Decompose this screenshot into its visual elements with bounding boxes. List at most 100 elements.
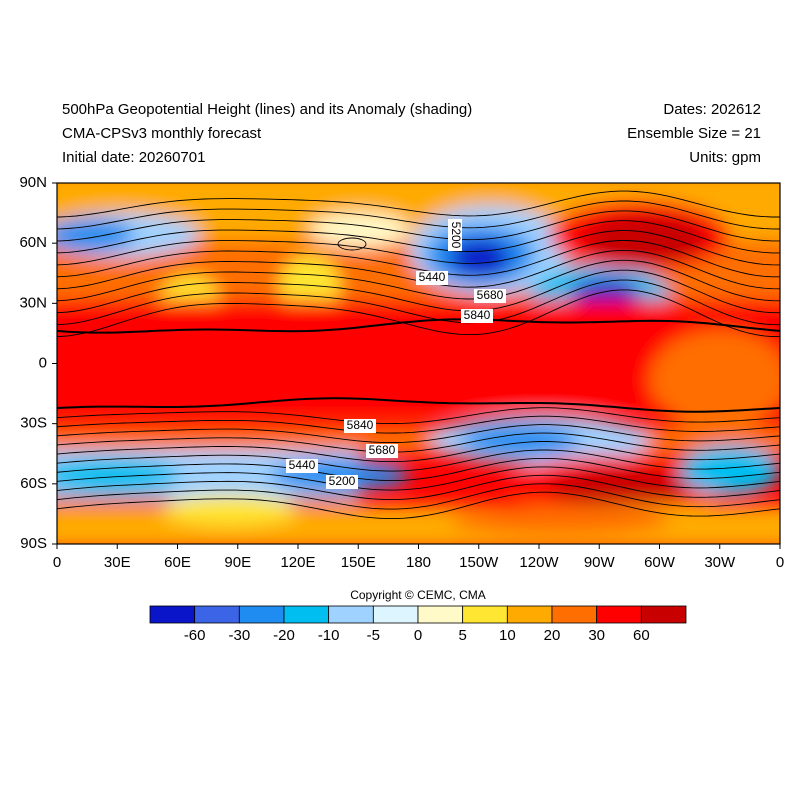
- contour: [57, 424, 780, 444]
- title-right: Units: gpm: [689, 149, 761, 166]
- colorbar-label: 5: [458, 627, 466, 644]
- contour: [57, 279, 780, 326]
- contour: [57, 289, 780, 338]
- contour: [57, 397, 780, 413]
- colorbar-swatch: [372, 605, 419, 624]
- labels: 500hPa Geopotential Height (lines) and i…: [19, 101, 784, 644]
- contour: [57, 483, 780, 510]
- contour-label: 5440: [419, 270, 446, 284]
- contour-label-group: 5440: [286, 458, 318, 473]
- contour-label-bg: [461, 309, 493, 323]
- contour: [57, 432, 780, 453]
- title-left: Initial date: 20260701: [62, 149, 205, 166]
- contour: [57, 318, 780, 334]
- contour-label: 5440: [289, 458, 316, 472]
- lat-label: 30N: [19, 294, 47, 311]
- contour-label-group: 5680: [474, 288, 506, 303]
- title-left: 500hPa Geopotential Height (lines) and i…: [62, 101, 472, 118]
- colorbar-swatch: [506, 605, 553, 624]
- lat-label: 90N: [19, 174, 47, 191]
- colorbar-swatch: [551, 605, 598, 624]
- contour-label-group: 5440: [416, 270, 448, 285]
- contour-label-bg: [286, 459, 318, 473]
- colorbar-label: 20: [544, 627, 561, 644]
- lon-label: 90W: [584, 554, 616, 571]
- contour: [57, 466, 780, 491]
- colorbar-swatch: [462, 605, 508, 624]
- contour-label: 5200: [329, 474, 356, 488]
- contour-label: 5680: [369, 443, 396, 457]
- contour-label-bg: [416, 271, 448, 285]
- colorbar-swatch: [417, 605, 464, 624]
- lat-label: 60S: [20, 475, 47, 492]
- lon-label: 30E: [104, 554, 131, 571]
- lat-label: 90S: [20, 535, 47, 552]
- contour-label-bg: [326, 475, 358, 489]
- lon-label: 60E: [164, 554, 191, 571]
- lon-label: 150E: [341, 554, 376, 571]
- lat-label: 0: [39, 354, 47, 371]
- lon-label: 30W: [704, 554, 736, 571]
- lon-label: 0: [776, 554, 784, 571]
- contour-label-group: 5200: [326, 474, 358, 489]
- contour: [57, 269, 780, 314]
- lat-label: 30S: [20, 415, 47, 432]
- colorbar-label: 0: [414, 627, 422, 644]
- contour: [57, 491, 780, 520]
- colorbar-swatch: [194, 605, 240, 624]
- colorbar-swatch: [640, 605, 687, 624]
- contour: [57, 230, 780, 266]
- colorbar-swatch: [596, 605, 642, 624]
- contour: [57, 210, 780, 242]
- contour: [57, 259, 780, 302]
- contour-label: 5840: [464, 308, 491, 322]
- lon-label: 150W: [459, 554, 499, 571]
- colorbar-label: -30: [228, 627, 250, 644]
- contour-label: 5840: [347, 418, 374, 432]
- contour-label-bg: [366, 444, 398, 458]
- contour: [57, 474, 780, 501]
- colorbar-label: -20: [273, 627, 295, 644]
- contour-label-bg: [474, 289, 506, 303]
- lon-label: 120W: [519, 554, 559, 571]
- contour-label: 5680: [477, 288, 504, 302]
- colorbar-swatch: [149, 605, 196, 624]
- lon-label: 120E: [280, 554, 315, 571]
- colorbar-label: 10: [499, 627, 516, 644]
- colorbar-label: -10: [318, 627, 340, 644]
- title-right: Dates: 202612: [663, 101, 761, 118]
- colorbar-label: -5: [367, 627, 380, 644]
- contour-label-group: 5680: [366, 443, 398, 458]
- copyright: Copyright © CEMC, CMA: [350, 588, 486, 602]
- contour: [57, 240, 780, 278]
- colorbar-label: -60: [184, 627, 206, 644]
- contour: [337, 237, 367, 251]
- lat-label: 60N: [19, 234, 47, 251]
- title-right: Ensemble Size = 21: [627, 125, 761, 142]
- contour: [57, 415, 780, 434]
- contour: [57, 449, 780, 472]
- lon-label: 60W: [644, 554, 676, 571]
- contour: [57, 457, 780, 482]
- contour-label-bg: [344, 419, 376, 433]
- lon-label: 90E: [224, 554, 251, 571]
- title-left: CMA-CPSv3 monthly forecast: [62, 125, 262, 142]
- lon-label: 180: [406, 554, 431, 571]
- contour-label-group: 5840: [344, 418, 376, 433]
- contour-label-group: 5200: [448, 219, 463, 251]
- contour: [57, 200, 780, 230]
- contour-label: 5200: [449, 222, 463, 249]
- colorbar-swatch: [283, 605, 330, 624]
- contour: [57, 441, 780, 463]
- contour: [57, 190, 780, 218]
- contour-label-bg: [448, 219, 462, 251]
- colorbar-swatch: [238, 605, 285, 624]
- contour: [57, 220, 780, 254]
- map: [57, 183, 780, 544]
- contour-label-group: 5840: [461, 308, 493, 323]
- contour: [57, 407, 780, 425]
- colorbar-label: 60: [633, 627, 650, 644]
- colorbar-label: 30: [588, 627, 605, 644]
- colorbar-swatch: [328, 605, 374, 624]
